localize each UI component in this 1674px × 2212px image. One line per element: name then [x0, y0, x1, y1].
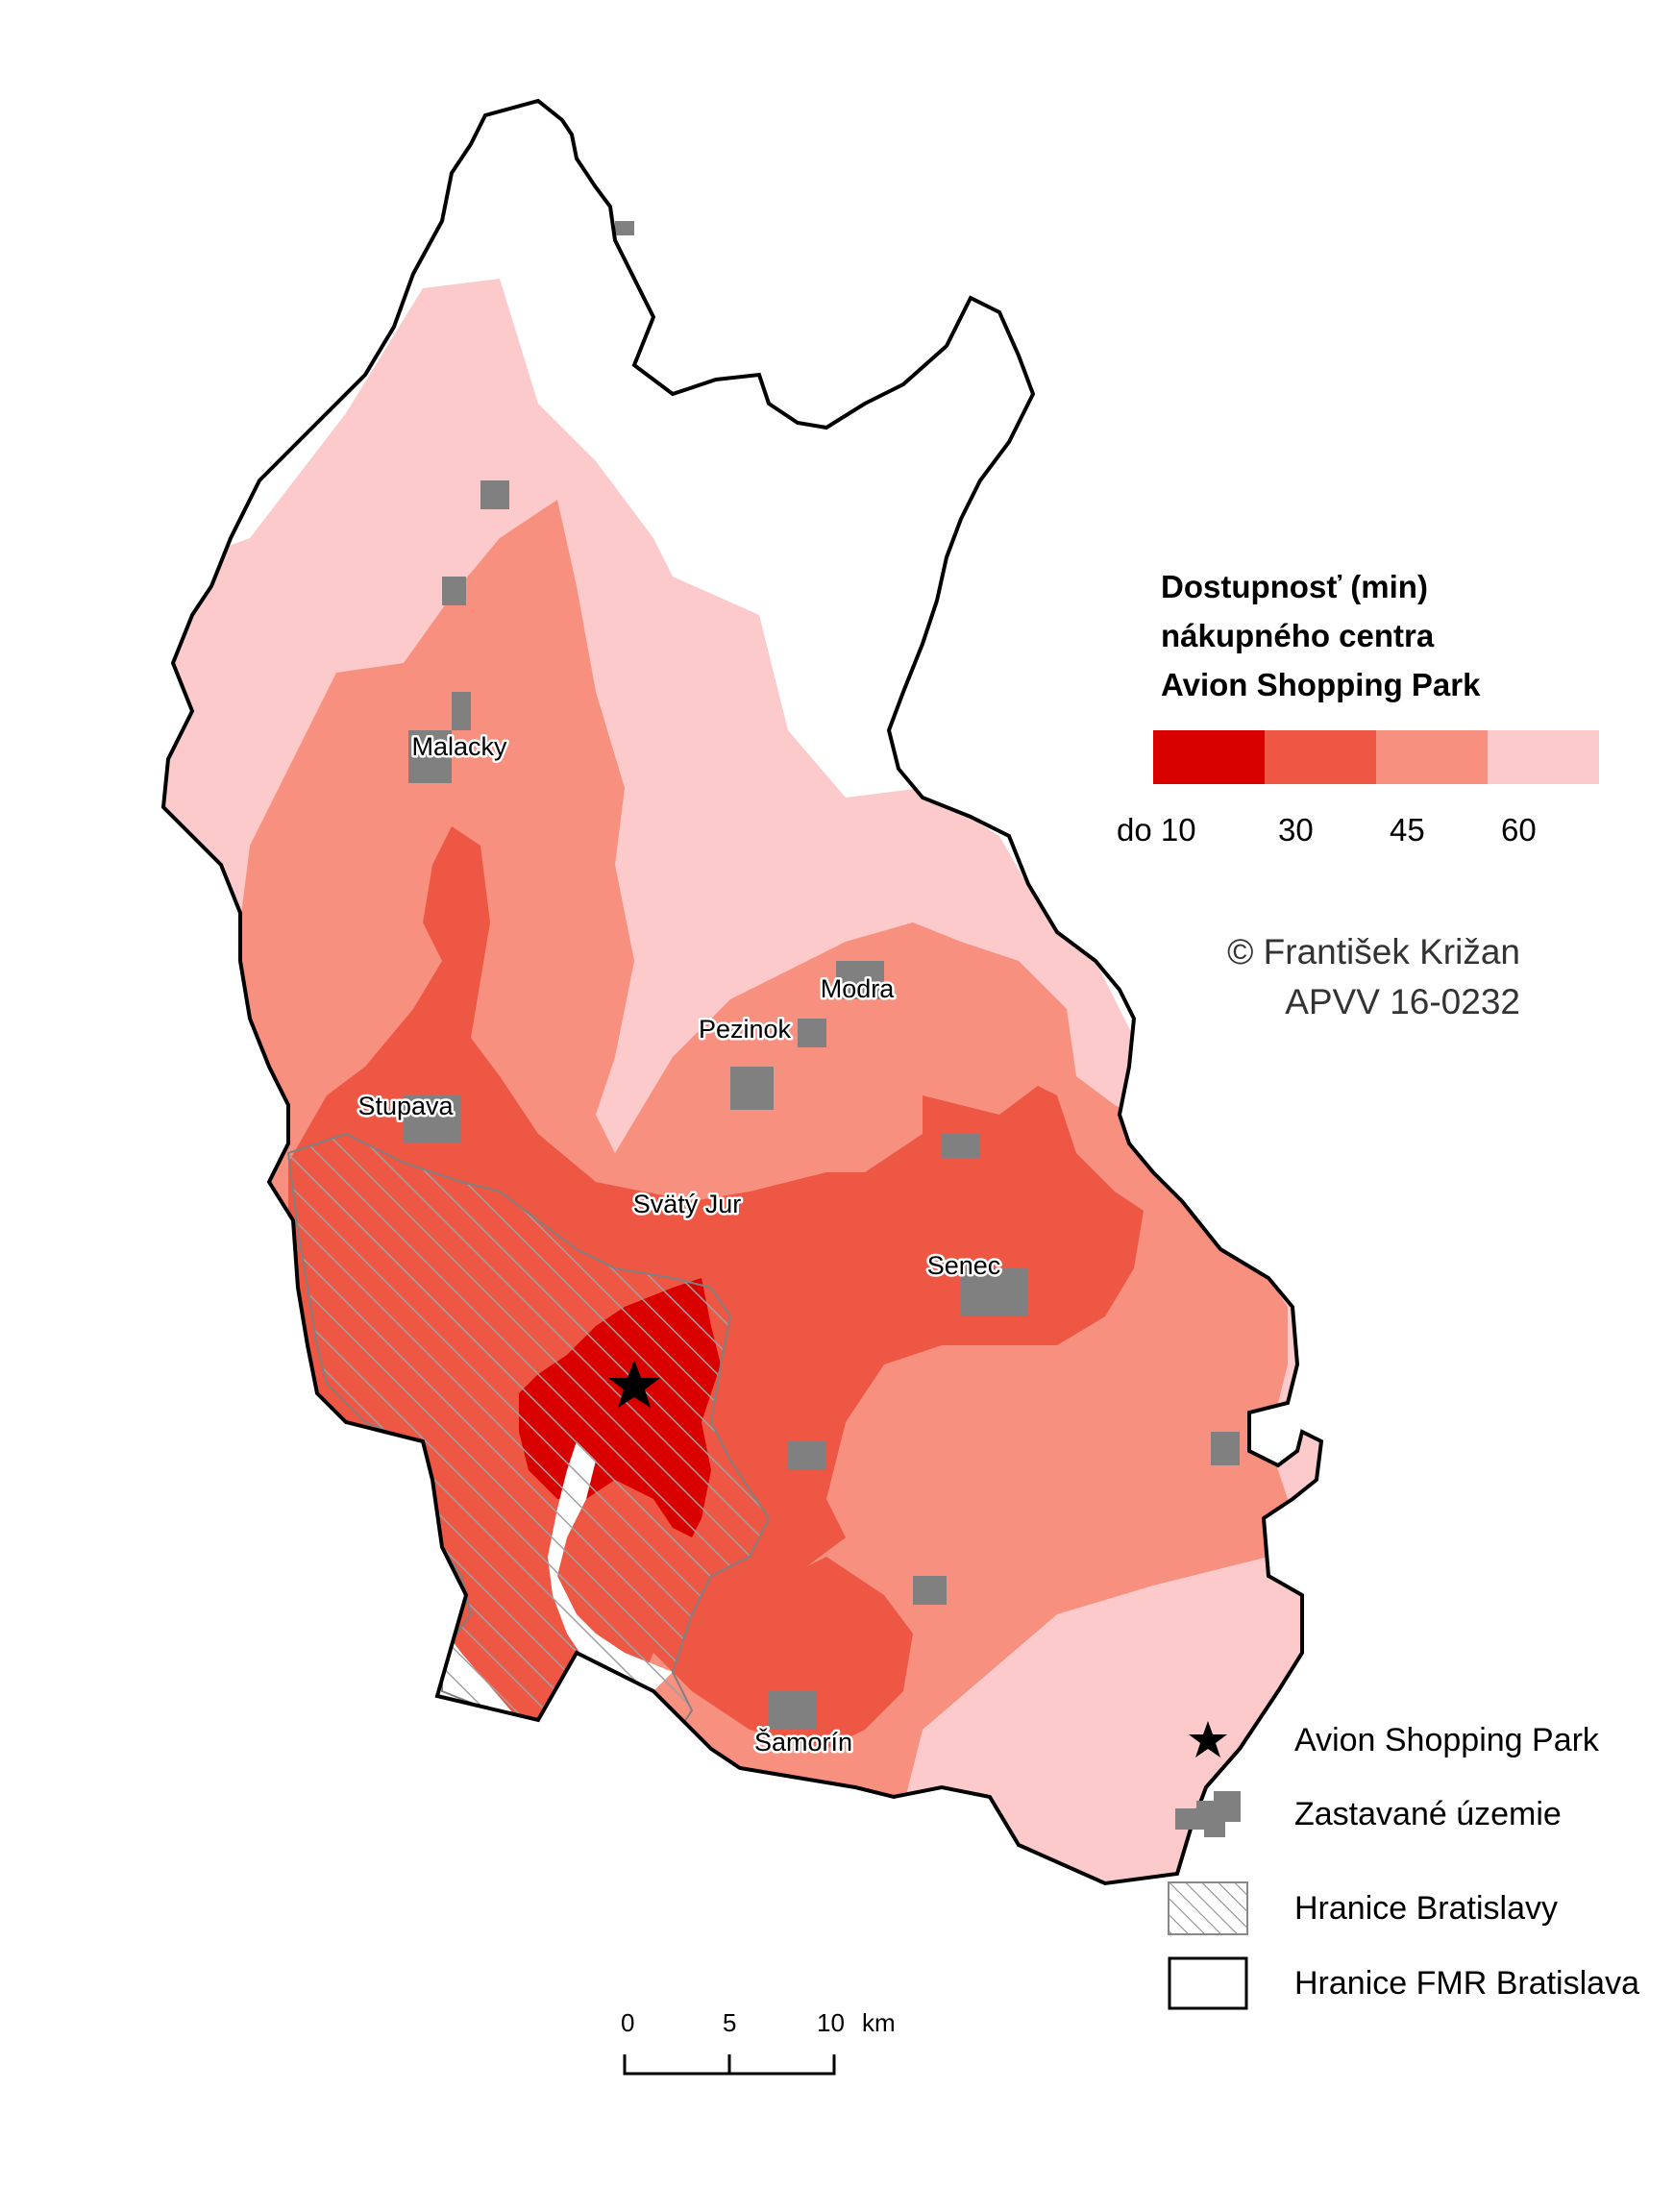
built-up-area — [836, 961, 884, 999]
built-up-area — [404, 1095, 461, 1143]
legend-title-line: Avion Shopping Park — [1161, 667, 1481, 702]
built-up-area — [788, 1441, 826, 1470]
legend-item-hatch: Hranice Bratislavy — [1168, 1881, 1558, 1935]
legend-swatch-10 — [1153, 730, 1265, 784]
legend-class-label: 60 — [1501, 812, 1537, 848]
avion-star-icon — [608, 1360, 660, 1408]
built-up-area — [942, 1134, 980, 1158]
built-up-area — [615, 221, 634, 235]
hatch-icon — [1168, 1881, 1248, 1935]
built-up-area-icon — [1168, 1787, 1248, 1841]
scale-bar: 0 5 10 km — [615, 2008, 896, 2085]
built-up-area — [913, 1576, 947, 1605]
city-label-modra: Modra — [821, 974, 896, 1003]
legend-item-built-up: Zastavané územie — [1168, 1787, 1562, 1841]
legend-class-label: do 10 — [1117, 812, 1196, 848]
legend-title: Dostupnosť (min) nákupného centra Avion … — [1161, 562, 1480, 709]
credit: © František Križan APVV 16-0232 — [1227, 927, 1520, 1027]
built-up-area — [798, 1019, 826, 1047]
built-up-area — [442, 577, 466, 605]
legend-label: Avion Shopping Park — [1294, 1721, 1599, 1758]
boundary-icon — [1168, 1956, 1248, 2010]
legend-class-label: 30 — [1278, 812, 1314, 848]
built-up-area — [730, 1067, 774, 1110]
built-up-area — [769, 1691, 817, 1730]
built-up-area — [961, 1268, 1028, 1316]
credit-project: APVV 16-0232 — [1285, 982, 1520, 1021]
star-icon — [1168, 1713, 1248, 1767]
legend-item-boundary: Hranice FMR Bratislava — [1168, 1956, 1639, 2010]
city-label-stupava: Stupava — [357, 1092, 454, 1120]
city-label-pezinok: Pezinok — [699, 1015, 792, 1044]
legend-label: Zastavané územie — [1294, 1795, 1562, 1832]
built-up-areas — [404, 221, 1240, 1730]
legend-class-label: 45 — [1390, 812, 1425, 848]
city-label-malacky: Malacky — [411, 732, 507, 761]
legend-title-line: nákupného centra — [1161, 618, 1435, 653]
legend-label: Hranice FMR Bratislava — [1294, 1964, 1639, 2002]
scale-tick-label: 5 — [723, 2008, 737, 2037]
built-up-area — [1211, 1432, 1240, 1465]
legend-label: Hranice Bratislavy — [1294, 1889, 1558, 1927]
built-up-area — [452, 692, 471, 730]
legend-swatch-45 — [1376, 730, 1488, 784]
legend-title-line: Dostupnosť (min) — [1161, 569, 1428, 604]
scale-tick-label: 0 — [621, 2008, 635, 2037]
scale-bar-line — [623, 2054, 836, 2076]
built-up-area — [480, 480, 509, 509]
built-up-area — [408, 730, 452, 783]
city-label-svaty-jur: Svätý Jur — [633, 1190, 742, 1218]
scale-tick-label: 10 — [817, 2008, 845, 2037]
fmr-boundary — [160, 98, 1324, 1886]
city-label-senec: Senec — [927, 1251, 1001, 1280]
city-labels: Malacky Modra Pezinok Stupava Svätý Jur … — [356, 730, 1003, 1759]
legend-color-ramp — [1153, 730, 1599, 784]
legend-swatch-60 — [1488, 730, 1599, 784]
legend-item-star: Avion Shopping Park — [1168, 1713, 1599, 1767]
legend-swatch-30 — [1265, 730, 1376, 784]
credit-author: © František Križan — [1227, 932, 1520, 971]
scale-unit: km — [862, 2008, 896, 2037]
city-label-samorin: Šamorín — [754, 1727, 852, 1757]
